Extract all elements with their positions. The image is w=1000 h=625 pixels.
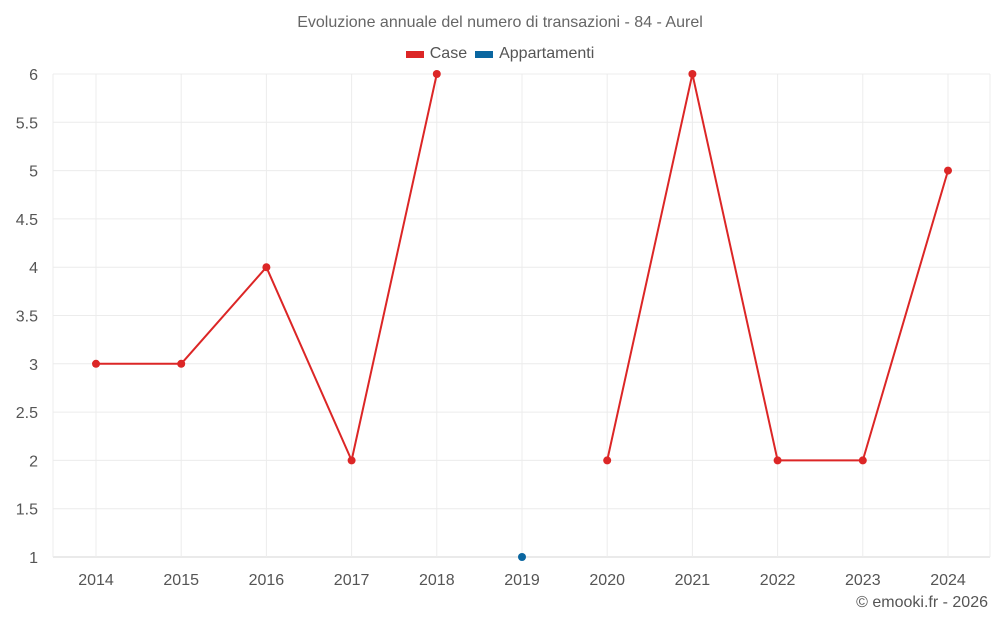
x-tick-label: 2016 <box>249 572 285 589</box>
x-tick-label: 2022 <box>760 572 796 589</box>
y-axis: 1 1.5 2 2.5 3 3.5 4 4.5 5 5.5 6 <box>16 67 38 567</box>
credit-text: © emooki.fr - 2026 <box>856 594 988 611</box>
y-tick-label: 4 <box>29 260 38 277</box>
chart-title: Evoluzione annuale del numero di transaz… <box>297 14 703 31</box>
data-point[interactable] <box>262 263 271 272</box>
y-tick-label: 5.5 <box>16 115 38 132</box>
y-tick-label: 1 <box>29 550 38 567</box>
y-tick-label: 2.5 <box>16 405 38 422</box>
legend-label-case: Case <box>429 45 468 62</box>
x-tick-label: 2015 <box>163 572 199 589</box>
data-point[interactable] <box>92 359 100 368</box>
data-point[interactable] <box>858 456 867 465</box>
grid-lines <box>52 73 991 558</box>
legend-item-appartamenti[interactable]: Appartamenti <box>475 45 594 63</box>
chart-legend: Case Appartamenti <box>0 45 1000 63</box>
data-point[interactable] <box>773 456 782 465</box>
x-tick-label: 2017 <box>334 572 370 589</box>
y-tick-label: 4.5 <box>16 212 38 229</box>
x-tick-label: 2023 <box>845 572 881 589</box>
data-point[interactable] <box>944 166 952 175</box>
data-point[interactable] <box>518 553 526 561</box>
x-tick-label: 2024 <box>930 572 966 589</box>
data-point[interactable] <box>688 70 697 78</box>
legend-item-case[interactable]: Case <box>405 45 468 63</box>
y-tick-label: 3.5 <box>16 309 38 326</box>
appartamenti-swatch-icon <box>475 50 494 58</box>
x-tick-label: 2020 <box>589 572 625 589</box>
legend-label-appartamenti: Appartamenti <box>499 45 595 62</box>
y-tick-label: 1.5 <box>16 502 38 519</box>
x-axis: 2014 2015 2016 2017 2018 2019 2020 2021 2022 2023… <box>78 572 966 589</box>
data-point[interactable] <box>347 456 356 465</box>
y-tick-label: 3 <box>29 357 38 374</box>
y-tick-label: 5 <box>29 164 38 181</box>
case-swatch-icon <box>405 50 424 58</box>
y-tick-label: 6 <box>29 67 38 84</box>
y-tick-label: 2 <box>29 453 38 470</box>
data-series <box>92 70 952 561</box>
data-point[interactable] <box>432 70 441 78</box>
data-point[interactable] <box>603 456 612 465</box>
x-tick-label: 2018 <box>419 572 455 589</box>
data-point[interactable] <box>177 359 186 368</box>
x-tick-label: 2019 <box>504 572 540 589</box>
x-tick-label: 2021 <box>675 572 711 589</box>
x-tick-label: 2014 <box>78 572 114 589</box>
